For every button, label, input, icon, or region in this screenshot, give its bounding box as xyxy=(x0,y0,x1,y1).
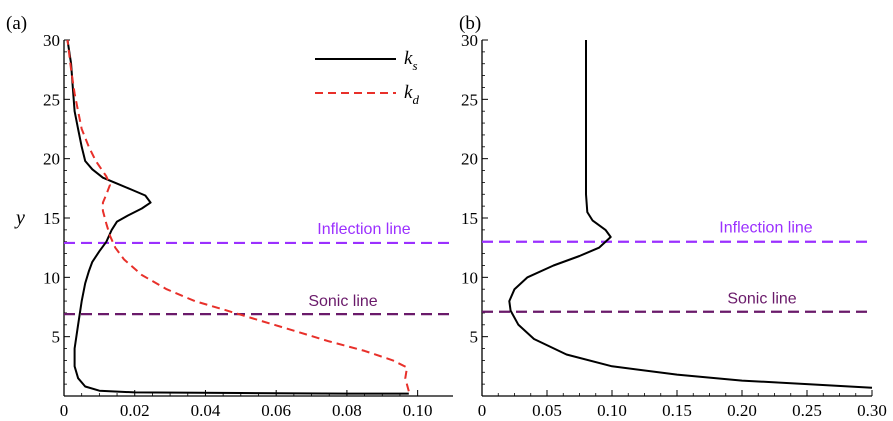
annotation-label: Sonic line xyxy=(308,293,377,310)
y-tick-label: 15 xyxy=(461,209,478,228)
x-tick-label: 0.10 xyxy=(403,401,433,420)
y-tick-label: 5 xyxy=(470,328,479,347)
series-line xyxy=(508,40,873,389)
x-tick-label: 0.25 xyxy=(792,401,822,420)
x-tick-label: 0.15 xyxy=(662,401,692,420)
legend-label-subscript: d xyxy=(412,92,419,107)
x-tick-label: 0.05 xyxy=(532,401,562,420)
y-tick-label: 20 xyxy=(461,150,478,169)
x-tick-label: 0.20 xyxy=(727,401,757,420)
x-tick-label: 0.30 xyxy=(857,401,887,420)
x-tick-label: 0 xyxy=(478,401,487,420)
annotation-label: Inflection line xyxy=(719,220,812,237)
y-tick-label: 25 xyxy=(461,90,478,109)
legend: ks kd xyxy=(315,48,419,107)
x-tick-label: 0.10 xyxy=(597,401,627,420)
y-tick-label: 15 xyxy=(43,209,60,228)
x-tick-label: 0.02 xyxy=(120,401,150,420)
legend-label: kd xyxy=(404,82,419,107)
y-tick-label: 10 xyxy=(43,268,60,287)
panel-a-chart: (a) y 0 0.02 0.04 0.06 0.08 0.10 5 10 15 20 25 30 Infl… xyxy=(6,13,453,420)
x-tick-label: 0.08 xyxy=(332,401,362,420)
panel-b-chart: (b) 0 0.05 0.10 0.15 0.20 0.25 0.30 5 10 15 20 25 30 I… xyxy=(459,13,887,420)
y-tick-label: 30 xyxy=(461,31,478,50)
y-tick-label: 10 xyxy=(461,268,478,287)
y-tick-label: 5 xyxy=(52,328,61,347)
legend-label-subscript: s xyxy=(412,58,417,73)
legend-label: ks xyxy=(404,48,418,73)
x-tick-label: 0.06 xyxy=(261,401,291,420)
series-line xyxy=(66,39,409,395)
x-tick-label: 0 xyxy=(60,401,69,420)
annotation-label: Sonic line xyxy=(727,291,796,308)
y-tick-label: 30 xyxy=(43,31,60,50)
annotation-label: Inflection line xyxy=(317,221,410,238)
y-tick-label: 25 xyxy=(43,90,60,109)
x-tick-label: 0.04 xyxy=(191,401,221,420)
panel-label: (a) xyxy=(6,13,27,34)
y-tick-label: 20 xyxy=(43,150,60,169)
y-axis-label: y xyxy=(14,207,25,229)
panel-label: (b) xyxy=(459,13,481,34)
